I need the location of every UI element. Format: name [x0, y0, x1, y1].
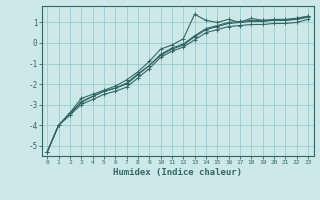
X-axis label: Humidex (Indice chaleur): Humidex (Indice chaleur)	[113, 168, 242, 177]
